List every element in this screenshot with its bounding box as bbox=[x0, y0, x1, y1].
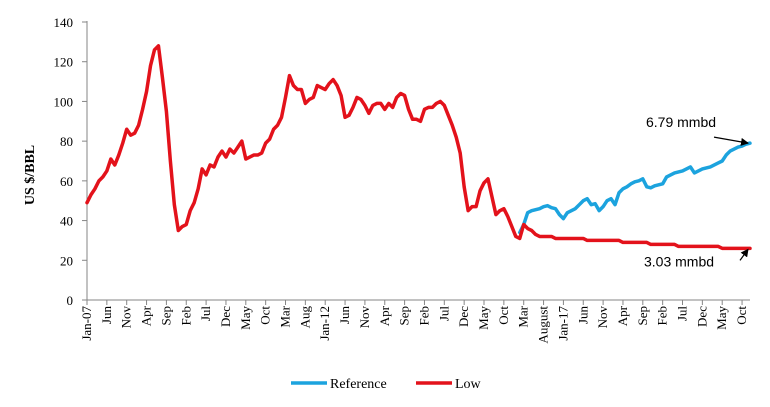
legend-item: Low bbox=[416, 377, 482, 392]
y-tick-label: 60 bbox=[60, 174, 73, 189]
x-tick-label: Apr bbox=[139, 305, 154, 326]
x-tick-label: Nov bbox=[119, 306, 134, 329]
y-axis: 0 20 40 60 80 100 120 140 bbox=[54, 15, 88, 308]
x-tick-label: Mar bbox=[516, 305, 531, 327]
annotation-arrow bbox=[739, 248, 749, 261]
x-tick-label: May bbox=[476, 306, 491, 330]
x-tick-label: Jul bbox=[675, 306, 690, 322]
x-tick-label: Jun bbox=[99, 306, 114, 325]
x-tick-label: May bbox=[238, 306, 253, 330]
x-tick-label: Oct bbox=[734, 306, 749, 325]
y-tick-label: 80 bbox=[60, 134, 73, 149]
x-tick-label: Aug bbox=[297, 306, 312, 329]
y-tick-label: 40 bbox=[60, 214, 73, 229]
x-tick-label: Oct bbox=[496, 306, 511, 325]
legend-label: Reference bbox=[330, 377, 387, 392]
x-tick-label: Mar bbox=[278, 305, 293, 327]
x-tick-label: Apr bbox=[377, 305, 392, 326]
y-tick-label: 100 bbox=[54, 94, 74, 109]
x-tick-label: Sep bbox=[397, 306, 412, 326]
y-tick-label: 0 bbox=[67, 293, 74, 308]
x-tick-label: Jul bbox=[198, 306, 213, 322]
annotation-low: 3.03 mmbd bbox=[644, 253, 714, 269]
legend-label: Low bbox=[455, 377, 482, 392]
annotation-reference: 6.79 mmbd bbox=[646, 114, 716, 130]
x-axis: Jan-07 Jun Nov Apr Sep Feb Jul Dec May Oct Mar Aug J… bbox=[79, 299, 750, 344]
x-tick-label: Jun bbox=[575, 306, 590, 325]
x-tick-label: Dec bbox=[694, 306, 709, 327]
x-tick-label: May bbox=[714, 306, 729, 330]
x-tick-label: Jan-17 bbox=[555, 306, 570, 341]
legend: Reference Low bbox=[291, 377, 482, 392]
annotation-arrow bbox=[713, 136, 749, 146]
legend-item: Reference bbox=[291, 377, 387, 392]
x-tick-label: August bbox=[536, 306, 551, 344]
y-tick-label: 120 bbox=[54, 55, 74, 70]
x-tick-label: Jun bbox=[337, 306, 352, 325]
x-tick-label: Nov bbox=[595, 306, 610, 329]
x-tick-label: Sep bbox=[158, 306, 173, 326]
x-tick-label: Jul bbox=[436, 306, 451, 322]
x-tick-label: Sep bbox=[635, 306, 650, 326]
x-tick-label: Feb bbox=[655, 306, 670, 326]
plot-area bbox=[85, 44, 752, 251]
annotations: 6.79 mmbd 3.03 mmbd bbox=[644, 114, 749, 269]
x-tick-label: Jan-12 bbox=[317, 306, 332, 341]
y-tick-label: 20 bbox=[60, 253, 73, 268]
x-tick-label: Oct bbox=[258, 306, 273, 325]
series-line-reference bbox=[517, 141, 752, 235]
x-tick-label: Nov bbox=[357, 306, 372, 329]
y-tick-label: 140 bbox=[54, 15, 74, 30]
x-tick-label: Apr bbox=[615, 305, 630, 326]
y-axis-label: US $/BBL bbox=[23, 145, 38, 205]
x-tick-label: Dec bbox=[218, 306, 233, 327]
x-tick-label: Feb bbox=[178, 306, 193, 326]
series-line-low bbox=[85, 44, 752, 251]
x-tick-label: Feb bbox=[416, 306, 431, 326]
x-tick-label: Jan-07 bbox=[79, 306, 94, 341]
x-tick-label: Dec bbox=[456, 306, 471, 327]
